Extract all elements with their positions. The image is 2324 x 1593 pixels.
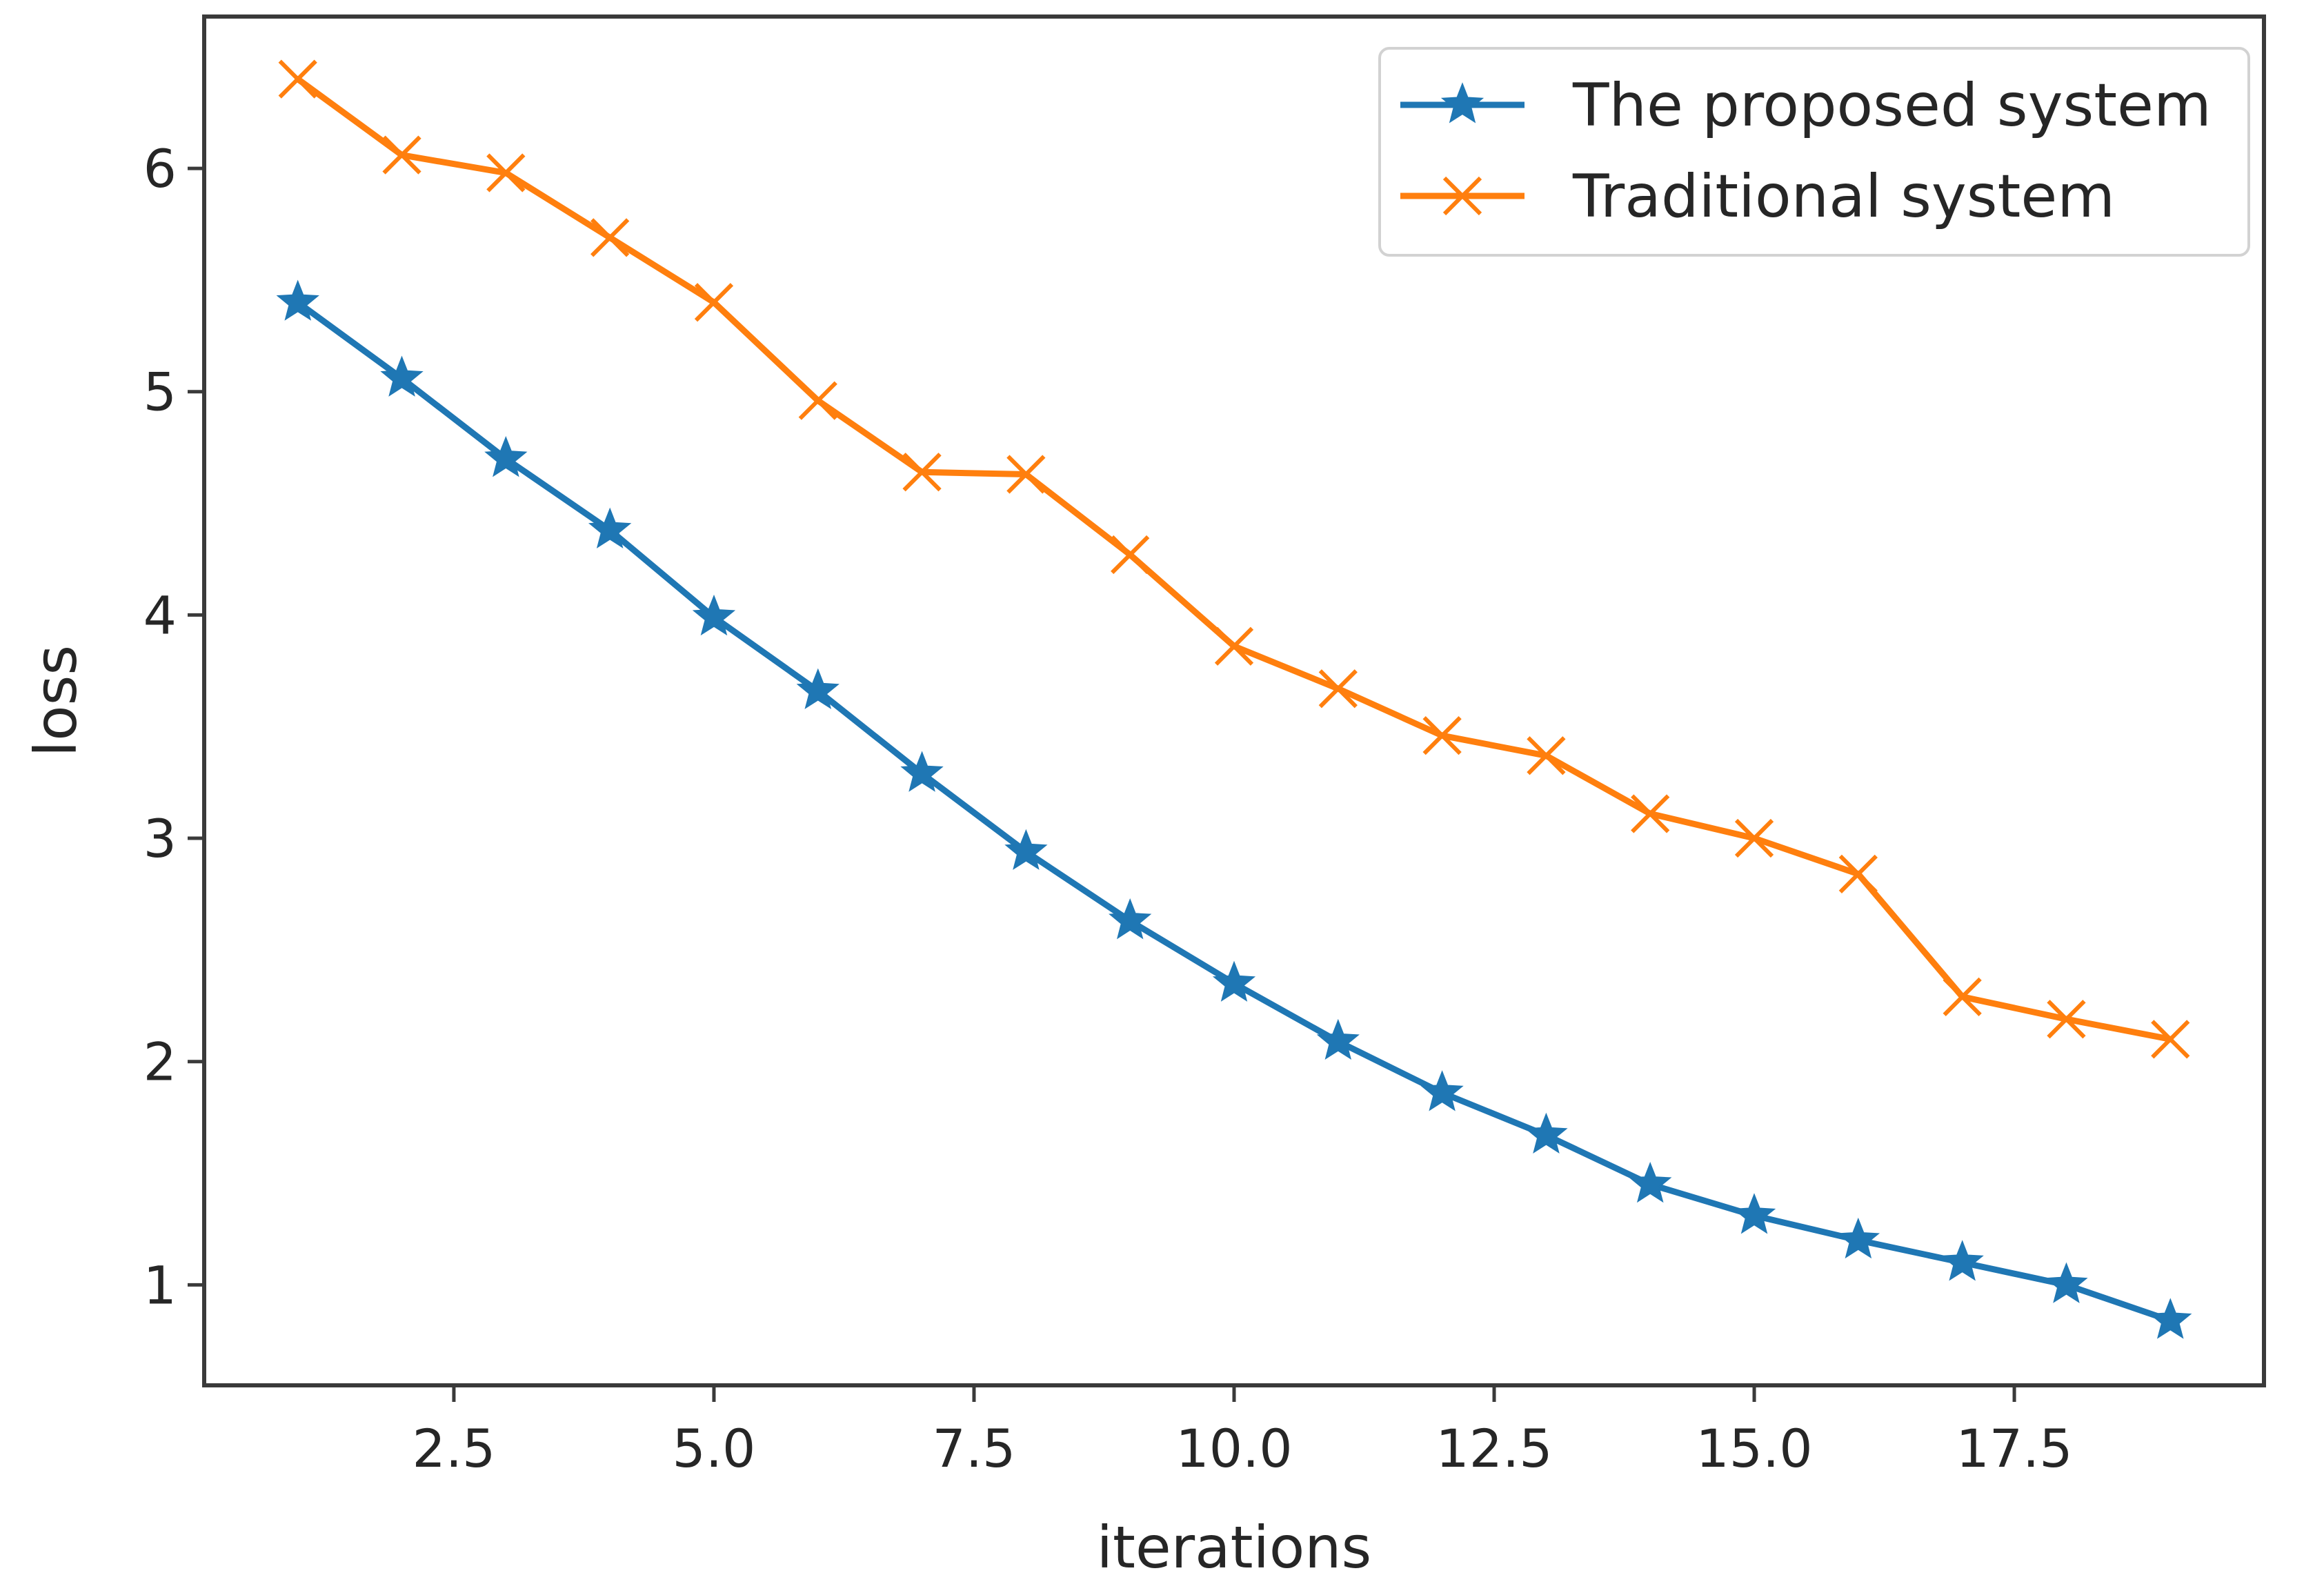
y-axis-label: loss — [22, 645, 90, 757]
x-marker-stroke — [486, 153, 526, 192]
data-point — [2149, 1298, 2192, 1339]
x-marker-stroke — [902, 453, 942, 492]
data-point — [1214, 626, 1254, 666]
legend-box — [1378, 47, 2250, 257]
data-point — [484, 436, 528, 477]
x-marker-stroke — [798, 381, 837, 420]
data-point — [1004, 829, 1048, 870]
y-tick-label: 5 — [143, 362, 177, 423]
x-marker-stroke — [2151, 1020, 2190, 1059]
legend-label: Traditional system — [1572, 162, 2115, 231]
series-2 — [278, 59, 2190, 1059]
series-layer — [276, 59, 2192, 1339]
data-point — [1318, 669, 1358, 709]
y-axis-ticks: 1 2 3 4 5 6 — [143, 138, 204, 1316]
x-tick-label: 10.0 — [1175, 1418, 1292, 1479]
data-point — [382, 135, 421, 175]
data-point — [2151, 1020, 2190, 1059]
x-marker-stroke — [1111, 535, 1150, 575]
legend-swatch-marker — [1440, 82, 1484, 123]
x-marker-stroke — [278, 59, 317, 99]
x-marker-stroke — [382, 135, 421, 175]
y-tick-label: 3 — [143, 808, 177, 869]
data-point — [900, 751, 944, 792]
x-marker-stroke — [1006, 455, 1046, 494]
data-point — [1838, 854, 1878, 893]
x-marker-stroke — [1838, 854, 1878, 893]
data-point — [2047, 1000, 2086, 1039]
data-point — [1629, 1161, 1672, 1203]
x-marker-stroke — [1318, 669, 1358, 709]
data-point — [692, 594, 736, 636]
x-marker-stroke — [2047, 1000, 2086, 1039]
x-marker-stroke — [1631, 794, 1670, 833]
legend-item: The proposed system — [1400, 71, 2212, 140]
y-tick-label: 4 — [143, 584, 177, 646]
data-point — [1940, 1240, 1984, 1281]
data-point — [1527, 736, 1566, 775]
x-marker-stroke — [590, 218, 630, 257]
x-tick-label: 7.5 — [933, 1418, 1016, 1479]
x-marker-stroke — [1442, 176, 1482, 216]
data-point — [1422, 716, 1462, 755]
data-point — [1109, 898, 1152, 940]
data-point — [1212, 960, 1256, 1002]
data-point — [276, 279, 319, 321]
data-point — [1732, 1193, 1776, 1234]
x-tick-label: 15.0 — [1696, 1418, 1812, 1479]
data-point — [694, 283, 734, 322]
x-marker-stroke — [1734, 818, 1774, 858]
x-marker-stroke — [694, 283, 734, 322]
data-point — [1943, 977, 1982, 1016]
legend-swatch-marker — [1442, 176, 1482, 216]
data-point — [1111, 535, 1150, 575]
data-point — [796, 668, 840, 709]
data-point — [2045, 1262, 2088, 1303]
data-point — [1524, 1112, 1568, 1154]
data-point — [902, 453, 942, 492]
y-tick-label: 1 — [143, 1254, 177, 1316]
x-axis-label: iterations — [1097, 1514, 1372, 1581]
legend-label: The proposed system — [1572, 71, 2212, 140]
data-point — [1316, 1018, 1360, 1060]
x-marker-stroke — [1214, 626, 1254, 666]
legend-item: Traditional system — [1400, 162, 2115, 231]
data-point — [486, 153, 526, 192]
series-1 — [276, 279, 2192, 1339]
x-marker-stroke — [1422, 716, 1462, 755]
data-point — [1006, 455, 1046, 494]
x-tick-label: 12.5 — [1436, 1418, 1552, 1479]
x-marker-stroke — [1943, 977, 1982, 1016]
data-point — [1420, 1070, 1464, 1111]
data-point — [278, 59, 317, 99]
x-tick-label: 17.5 — [1956, 1418, 2072, 1479]
x-marker-stroke — [1527, 736, 1566, 775]
data-point — [590, 218, 630, 257]
x-axis-ticks: 2.5 5.0 7.5 10.0 12.5 15.0 17.5 — [413, 1385, 2073, 1479]
data-point — [1631, 794, 1670, 833]
data-point — [1836, 1217, 1880, 1259]
legend: The proposed system Traditional system — [1378, 47, 2250, 257]
y-tick-label: 2 — [143, 1031, 177, 1093]
data-point — [798, 381, 837, 420]
data-point — [380, 355, 424, 397]
data-point — [588, 507, 632, 548]
data-point — [1734, 818, 1774, 858]
x-tick-label: 5.0 — [673, 1418, 756, 1479]
x-tick-label: 2.5 — [413, 1418, 496, 1479]
y-tick-label: 6 — [143, 138, 177, 199]
